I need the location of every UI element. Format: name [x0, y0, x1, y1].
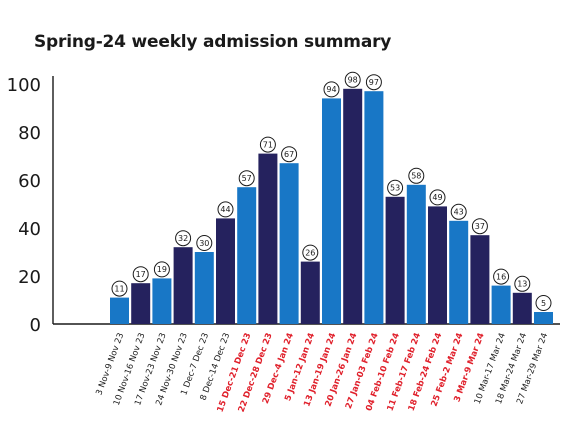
bar: [173, 247, 193, 324]
bar: [406, 184, 426, 324]
y-tick-label: 60: [18, 171, 41, 192]
value-badge: [493, 268, 510, 285]
data-label: 32: [178, 234, 188, 243]
value-badge: [365, 74, 382, 91]
value-badge: [302, 244, 319, 261]
bar: [279, 163, 299, 324]
bar: [237, 187, 257, 324]
bar: [470, 235, 490, 324]
bar: [322, 98, 341, 325]
data-label: 37: [475, 222, 485, 231]
data-label: 44: [220, 205, 230, 214]
bar: [110, 297, 129, 324]
value-badge: [175, 230, 192, 247]
bar: [131, 283, 151, 324]
data-label: 71: [263, 140, 273, 149]
value-badge: [450, 203, 467, 220]
value-badge: [429, 189, 446, 206]
bar: [343, 88, 363, 324]
value-badge: [471, 218, 488, 235]
value-badge: [259, 136, 276, 153]
data-label: 67: [284, 150, 294, 159]
data-label: 58: [411, 172, 421, 181]
data-label: 19: [157, 265, 167, 274]
data-label: 43: [454, 208, 464, 217]
bar: [428, 206, 447, 324]
bar: [534, 312, 553, 324]
value-badge: [153, 261, 170, 278]
bar: [449, 220, 469, 324]
bar: [194, 252, 214, 324]
value-badge: [238, 170, 255, 187]
value-badge: [111, 280, 128, 297]
chart-title: Spring-24 weekly admission summary: [34, 32, 392, 52]
value-badge: [514, 275, 531, 292]
value-badge: [217, 201, 234, 218]
data-label: 13: [517, 280, 527, 289]
data-label: 11: [114, 284, 124, 293]
y-tick-label: 20: [18, 267, 41, 288]
data-label: 26: [305, 248, 315, 257]
bar: [216, 218, 235, 324]
data-label: 57: [242, 174, 252, 183]
value-badge: [281, 146, 298, 163]
bar: [152, 278, 172, 324]
data-label: 16: [496, 272, 506, 281]
data-label: 94: [326, 85, 336, 94]
bar: [364, 91, 384, 324]
value-badge: [387, 179, 404, 196]
value-badge: [535, 295, 552, 311]
data-label: 17: [136, 270, 146, 279]
y-tick-label: 0: [30, 315, 41, 336]
bar: [300, 261, 320, 324]
value-badge: [323, 81, 340, 98]
bar: [385, 196, 405, 324]
value-badge: [196, 235, 213, 251]
data-label: 30: [199, 239, 209, 248]
value-badge: [344, 71, 361, 88]
data-label: 97: [369, 78, 379, 87]
bar: [512, 292, 532, 324]
value-badge: [408, 167, 425, 184]
bar: [491, 285, 511, 324]
y-tick-label: 100: [7, 75, 41, 96]
data-label: 49: [432, 193, 442, 202]
y-tick-label: 40: [18, 219, 41, 240]
data-label: 5: [541, 299, 546, 308]
bar: [258, 153, 278, 324]
value-badge: [132, 266, 149, 283]
data-label: 98: [348, 76, 358, 85]
y-tick-label: 80: [18, 123, 41, 144]
data-label: 53: [390, 184, 400, 193]
